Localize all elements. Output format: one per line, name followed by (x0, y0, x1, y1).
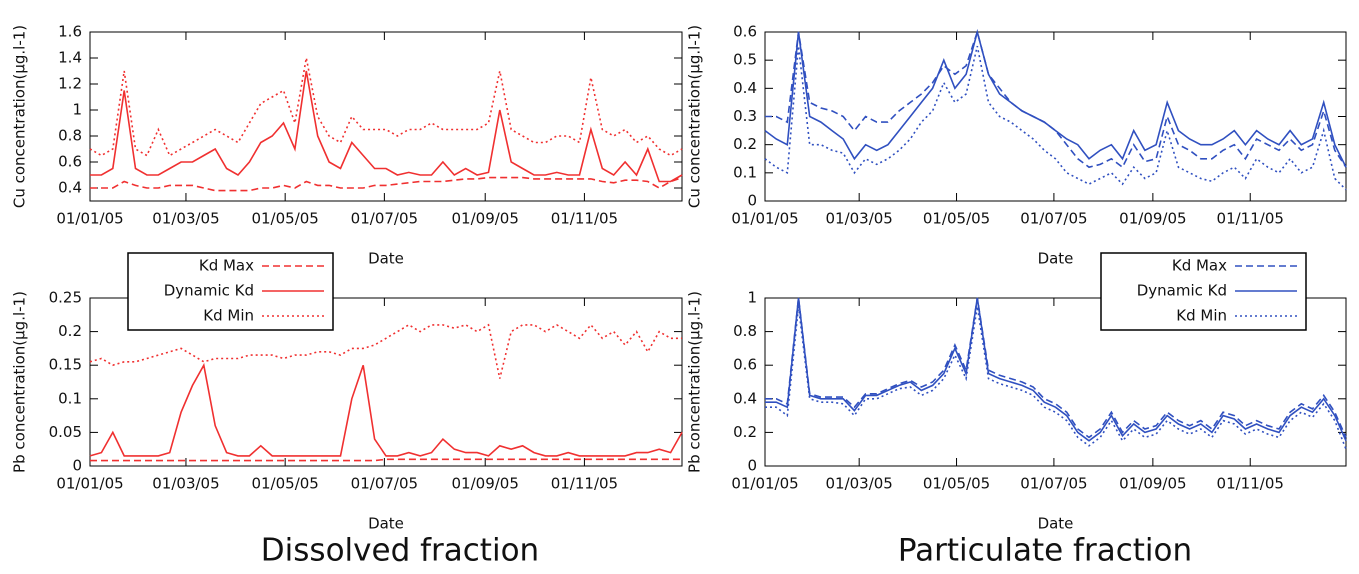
x-tick-label: 01/03/05 (152, 210, 219, 228)
y-tick-label: 1 (72, 101, 82, 119)
y-axis-label: Cu concentration(µg.l-1) (686, 25, 704, 208)
y-tick-label: 0.1 (733, 163, 757, 181)
plot-frame (764, 31, 1347, 202)
x-tick-label: 01/09/05 (1119, 475, 1186, 493)
y-tick-label: 0 (72, 457, 82, 475)
y-axis-label: Pb concentration(µg.l-1) (11, 291, 29, 473)
x-tick-label: 01/05/05 (923, 475, 990, 493)
x-tick-label: 01/07/05 (1020, 475, 1087, 493)
series-line (90, 70, 683, 183)
series-line (89, 362, 683, 457)
y-tick-label: 0 (747, 192, 757, 210)
x-tick-label: 01/07/05 (1020, 210, 1087, 228)
x-tick-label: 01/07/05 (351, 210, 418, 228)
series-line (90, 176, 683, 192)
series-line (765, 29, 1347, 169)
series-line (765, 297, 1347, 442)
x-tick-label: 01/03/05 (152, 475, 219, 493)
y-axis-label: Pb concentration(µg.l-1) (686, 291, 704, 473)
x-axis-label: Date (368, 250, 404, 268)
caption: Particulate fraction (898, 533, 1192, 569)
x-tick-label: 01/09/05 (452, 210, 519, 228)
x-tick-label: 01/03/05 (825, 210, 892, 228)
series-line (89, 57, 683, 157)
y-tick-label: 1.2 (58, 75, 82, 93)
series-line (764, 45, 1347, 191)
x-tick-label: 01/03/05 (825, 475, 892, 493)
y-tick-label: 0.4 (733, 389, 757, 407)
y-tick-label: 0.2 (733, 423, 757, 441)
y-tick-label: 0.05 (49, 423, 82, 441)
legend-label: Kd Min (203, 307, 254, 325)
series-line (765, 306, 1347, 450)
y-tick-label: 0.6 (733, 23, 757, 41)
series-line (764, 28, 1347, 168)
y-tick-label: 0.1 (58, 389, 82, 407)
legend-label: Dynamic Kd (164, 282, 254, 300)
y-tick-label: 1.4 (58, 49, 82, 67)
x-tick-label: 01/01/05 (731, 210, 798, 228)
x-tick-label: 01/07/05 (351, 475, 418, 493)
legend-label: Dynamic Kd (1137, 282, 1227, 300)
y-tick-label: 0.8 (58, 127, 82, 145)
x-tick-label: 01/11/05 (1217, 210, 1284, 228)
y-axis-label: Cu concentration(µg.l-1) (11, 25, 29, 208)
plot-frame (764, 297, 1347, 467)
legend-label: Kd Max (199, 257, 254, 275)
x-tick-label: 01/05/05 (251, 210, 318, 228)
x-tick-label: 01/05/05 (923, 210, 990, 228)
x-axis-label: Date (368, 515, 404, 533)
y-tick-label: 0.4 (733, 79, 757, 97)
caption: Dissolved fraction (261, 533, 539, 569)
x-tick-label: 01/01/05 (56, 210, 123, 228)
x-tick-label: 01/05/05 (251, 475, 318, 493)
plot-frame (89, 31, 683, 202)
x-tick-label: 01/09/05 (452, 475, 519, 493)
y-tick-label: 0.15 (49, 356, 82, 374)
legend-label: Kd Max (1172, 257, 1227, 275)
y-tick-label: 0.6 (58, 153, 82, 171)
x-tick-label: 01/01/05 (56, 475, 123, 493)
series-line (89, 323, 682, 379)
series-line (90, 458, 682, 462)
y-tick-label: 1.6 (58, 23, 82, 41)
plot-frame (89, 297, 683, 467)
x-tick-label: 01/11/05 (1217, 475, 1284, 493)
x-axis-label: Date (1038, 250, 1074, 268)
x-tick-label: 01/11/05 (551, 475, 618, 493)
legend-label: Kd Min (1176, 307, 1227, 325)
x-tick-label: 01/01/05 (731, 475, 798, 493)
y-tick-label: 1 (747, 289, 757, 307)
y-tick-label: 0.5 (733, 51, 757, 69)
y-tick-label: 0.4 (58, 179, 82, 197)
x-axis-label: Date (1038, 515, 1074, 533)
y-tick-label: 0.3 (733, 107, 757, 125)
y-tick-label: 0 (747, 457, 757, 475)
y-tick-label: 0.25 (49, 289, 82, 307)
y-tick-label: 0.8 (733, 322, 757, 340)
x-tick-label: 01/09/05 (1119, 210, 1186, 228)
y-tick-label: 0.2 (58, 322, 82, 340)
y-tick-label: 0.6 (733, 356, 757, 374)
x-tick-label: 01/11/05 (551, 210, 618, 228)
series-line (765, 297, 1347, 439)
y-tick-label: 0.2 (733, 135, 757, 153)
